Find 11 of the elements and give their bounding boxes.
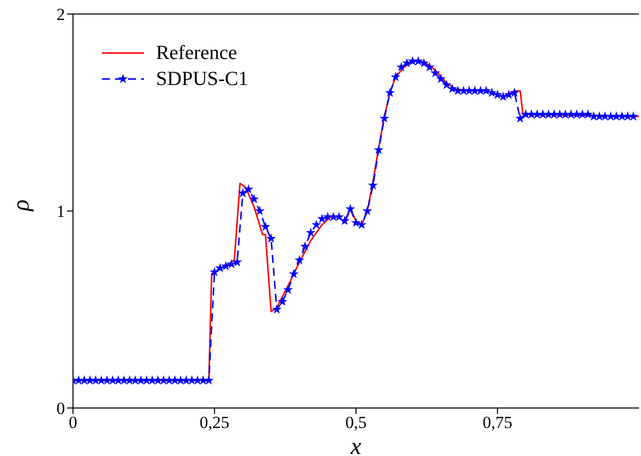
x-tick-label: 0,25 xyxy=(200,413,230,432)
legend-label: Reference xyxy=(156,41,238,66)
x-tick-label: 0,75 xyxy=(482,413,512,432)
y-tick-label: 2 xyxy=(56,5,65,24)
y-axis-title: ρ xyxy=(8,199,35,212)
legend-label: SDPUS-C1 xyxy=(156,67,248,92)
x-tick-label: 0 xyxy=(68,413,78,432)
x-tick-label: 0,5 xyxy=(345,413,367,432)
y-tick-label: 0 xyxy=(56,399,65,418)
y-tick-label: 1 xyxy=(56,202,65,222)
x-axis-title: x xyxy=(350,434,362,456)
